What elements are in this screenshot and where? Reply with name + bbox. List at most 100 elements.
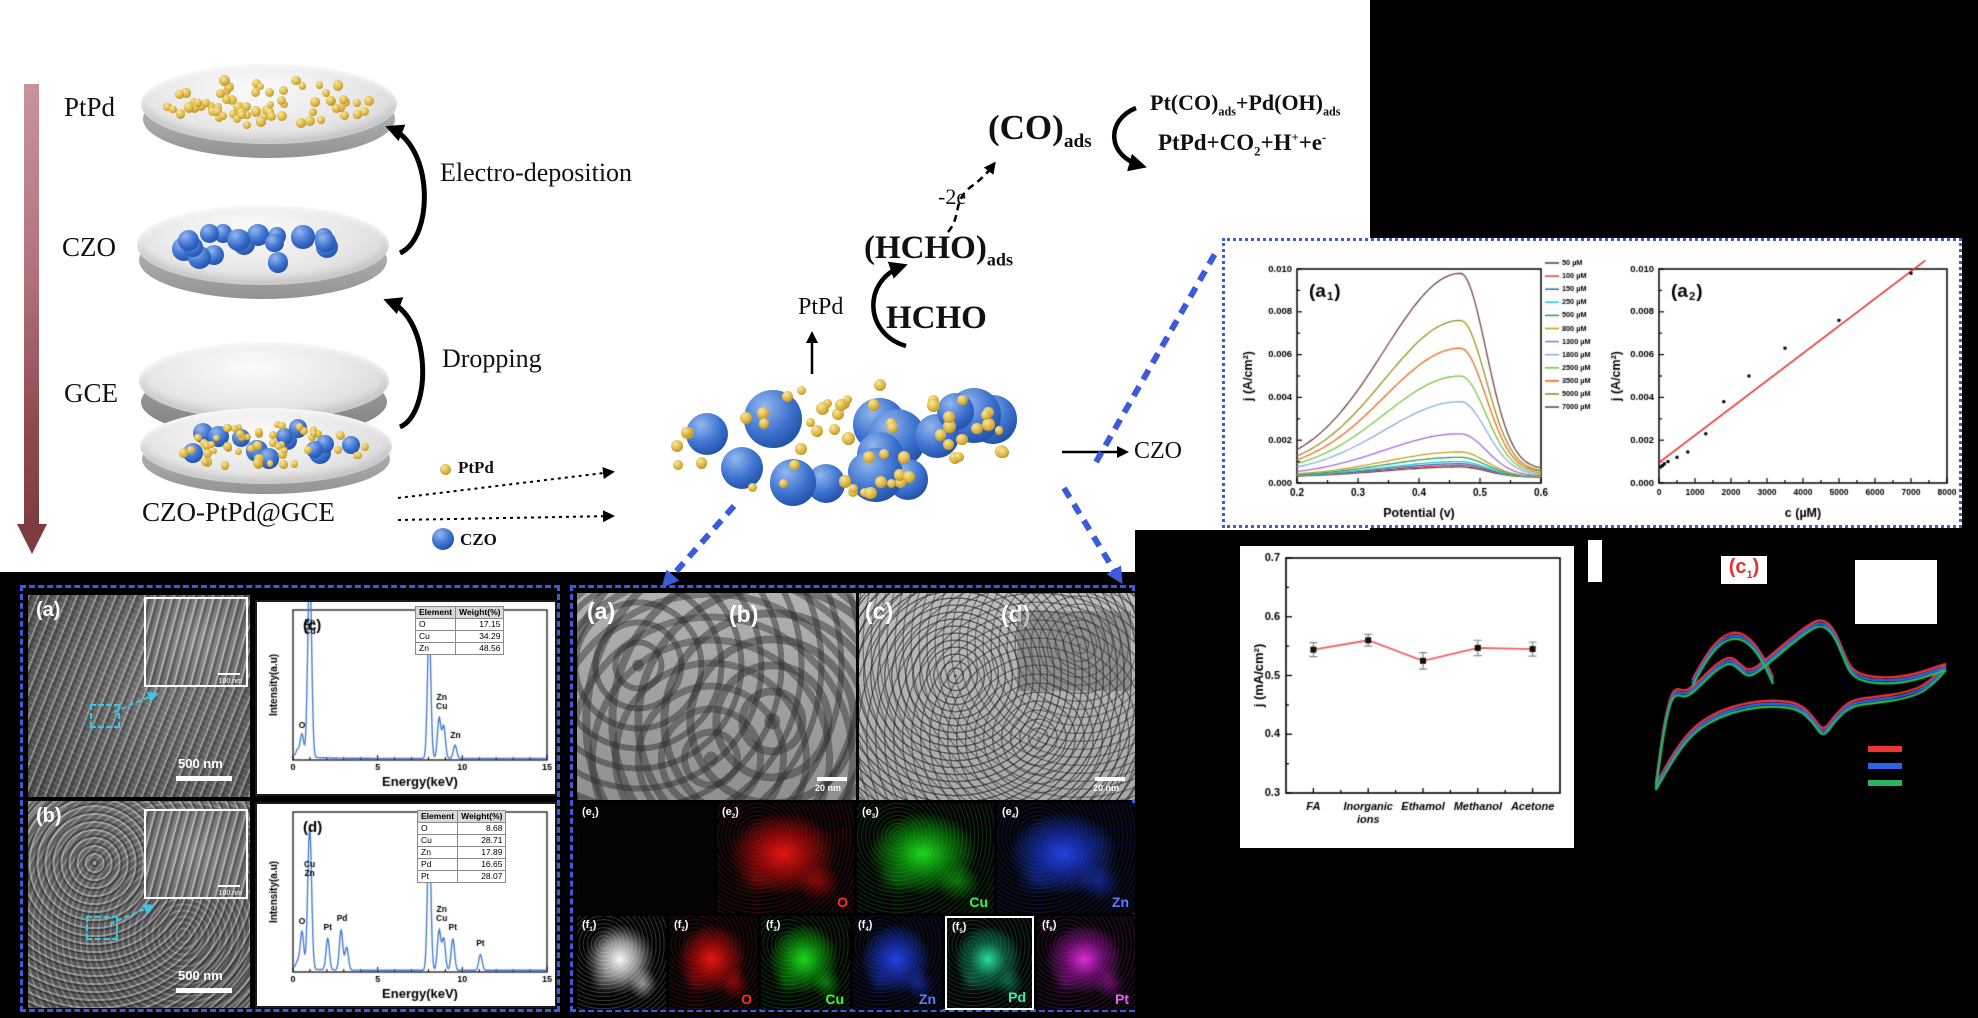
sem-image-a: (a) 100 nm 500 nm (28, 595, 250, 797)
ptpd-particle (902, 470, 916, 484)
sem-b-label: (b) (36, 805, 62, 827)
ptpd-particle (878, 448, 889, 459)
eds-table-header: Element (414, 606, 457, 619)
ptpd-particle (309, 96, 320, 107)
ptpd-particle (739, 411, 753, 424)
map-f1: (f1) (577, 916, 666, 1010)
map-f4-element-label: Zn (918, 991, 936, 1007)
ptpd-particle (828, 423, 840, 435)
map-f3-sublabel: (f3) (766, 919, 781, 934)
eds-table-cell: 17.89 (457, 846, 507, 859)
sem-a-inset-scale-label: 100 nm (218, 678, 242, 685)
ptpd-particle (244, 433, 251, 441)
process-flow-arrow-shaft (24, 84, 39, 526)
eds-table-cell: 17.15 (455, 618, 505, 631)
ptpd-particle (354, 451, 362, 459)
eds-table-cell: 48.56 (455, 642, 505, 655)
ptpd-particle (998, 447, 1009, 458)
label-composite-electrode: CZO-PtPd@GCE (142, 497, 335, 527)
ptpd-particle (843, 394, 853, 404)
gce-disk (139, 342, 389, 438)
ptpd-particle (243, 111, 252, 120)
ptpd-particle (278, 86, 288, 96)
ptpd-particle (863, 451, 875, 464)
step-dropping: Dropping (442, 344, 542, 373)
tem-ab-scalebar (817, 777, 847, 781)
eds-table-row: Cu 34.29 (414, 630, 505, 643)
map-e3-element-label: Cu (969, 894, 988, 910)
ptpd-particle (253, 458, 263, 468)
ptpd-particle (229, 110, 238, 119)
c1-legend-line (1868, 746, 1902, 752)
white-patch-large (1855, 560, 1937, 624)
ptpd-particle (317, 115, 326, 124)
tem-cd-scale-label: 20 nm (1093, 783, 1120, 793)
ptpd-particle (266, 460, 274, 467)
ptpd-particle (942, 438, 955, 451)
ptpd-particle (360, 106, 370, 116)
ptpd-particle (834, 399, 847, 412)
ptpd-particle (163, 102, 172, 112)
ptpd-particle (219, 75, 230, 86)
map-f6: (f6) Pt (1037, 916, 1135, 1010)
map-f2-element-label: O (741, 991, 752, 1007)
sem-image-b: (b) 100 nm 500 nm (28, 801, 250, 1008)
eds-table-row: O 8.68 (416, 822, 507, 835)
czo-disk (137, 205, 389, 299)
sem-a-inset-scalebar (218, 673, 240, 675)
czo-sphere (226, 228, 250, 252)
ptpd-particle (279, 460, 288, 469)
ptpd-particle (298, 82, 307, 91)
ptpd-particle (216, 89, 225, 98)
sem-a-scale-label: 500 nm (178, 756, 223, 771)
ptpd-particle (241, 101, 252, 111)
a1-chart-canvas (1233, 247, 1601, 523)
ptpd-particle (189, 103, 200, 113)
ptpd-particle (864, 486, 877, 500)
ptpd-particle (353, 110, 363, 120)
ptpd-particle (806, 417, 815, 427)
ptpd-particle (308, 109, 317, 117)
ptpd-particle (295, 118, 306, 129)
ptpd-particle (208, 441, 216, 449)
tem-d-inset-tint (1017, 611, 1131, 691)
czo-sphere (267, 252, 289, 274)
sem-b-scalebar (176, 988, 232, 993)
ptpd-particle (314, 430, 323, 439)
eds-table-row: Zn 17.89 (416, 846, 507, 859)
eds-element-table: Element Weight(%) O 17.15 Cu 34.29 Zn 48.56 (414, 606, 505, 655)
ptpd-disk-face (141, 64, 397, 144)
eds-table-row: O 17.15 (414, 618, 505, 631)
c1-legend (1868, 746, 1908, 796)
ptpd-particle (848, 483, 858, 493)
ptpd-particle (942, 410, 955, 423)
map-e4: (e4) Zn (997, 803, 1135, 913)
eds-table-cell: 8.68 (457, 822, 507, 835)
ptpd-particle (255, 116, 266, 127)
sem-b-inset: 100 nm (144, 809, 248, 899)
ptpd-particle (202, 449, 212, 458)
ptpd-particle (325, 95, 336, 106)
ptpd-particle (758, 418, 770, 429)
reaction-hcho-ads: (HCHO)ads (864, 230, 1014, 270)
ptpd-particle (183, 102, 195, 113)
tem-ab-scale-label: 20 nm (815, 783, 842, 793)
ptpd-particle (337, 103, 346, 112)
ptpd-particle (250, 87, 260, 97)
ptpd-particle (893, 469, 906, 481)
ptpd-particle (222, 441, 232, 451)
c1-legend-line (1868, 763, 1902, 769)
ptpd-particle (290, 75, 301, 86)
ptpd-particle (781, 391, 793, 403)
ptpd-particle (360, 442, 369, 451)
ptpd-particle (335, 431, 345, 440)
eds-table-row: Pt 28.07 (416, 870, 507, 883)
map-e4-element-label: Zn (1111, 894, 1129, 910)
reaction-co-ads: (CO)ads (988, 108, 1092, 152)
reaction-catalyst-label: PtPd (798, 294, 844, 320)
reaction-eq1: Pt(CO)ads+Pd(OH)ads (1150, 90, 1341, 119)
ptpd-particle (222, 94, 232, 104)
sem-eds-box: (a) 100 nm 500 nm (b) 100 nm 500 nm Elem… (20, 585, 560, 1012)
ptpd-particle (332, 80, 344, 91)
